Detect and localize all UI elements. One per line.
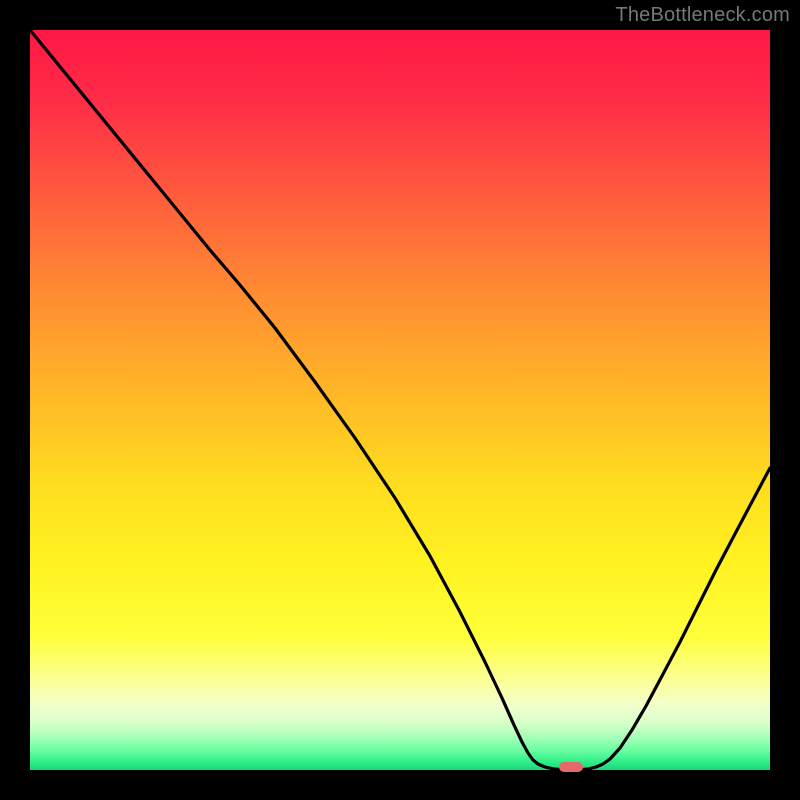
optimal-point-marker xyxy=(559,762,583,772)
gradient-rect xyxy=(30,30,770,770)
plot-area xyxy=(30,30,770,770)
watermark-text: TheBottleneck.com xyxy=(615,4,790,27)
chart-svg xyxy=(30,30,770,770)
chart-frame: TheBottleneck.com xyxy=(0,0,800,800)
